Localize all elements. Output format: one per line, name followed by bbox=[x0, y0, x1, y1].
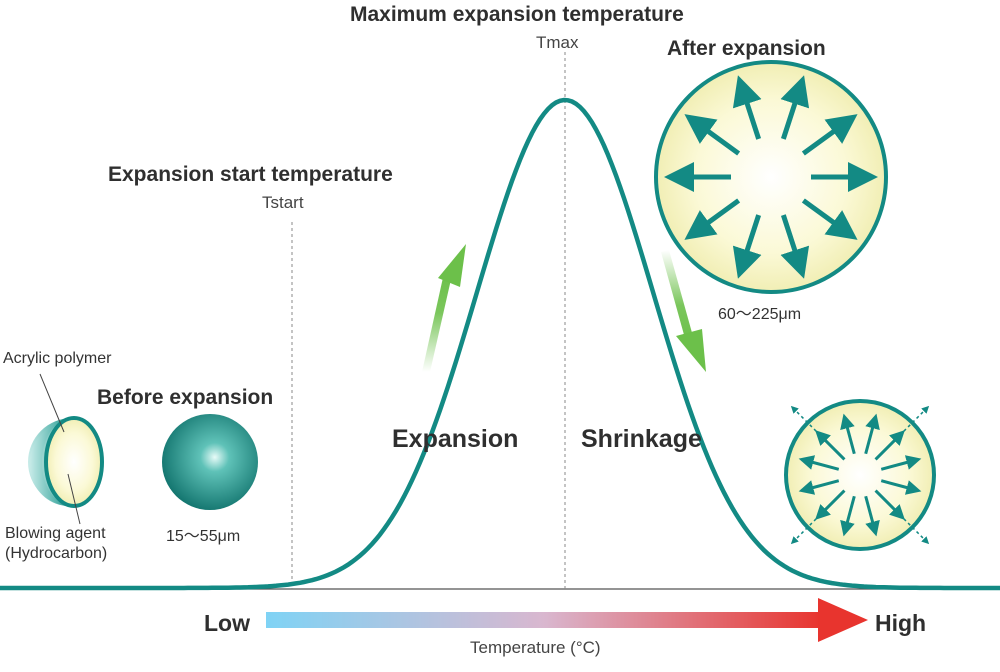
shrink-radial-arrow-icon bbox=[874, 489, 905, 520]
shrink-radial-arrow-icon bbox=[874, 430, 905, 461]
blowing-agent-pointer bbox=[67, 473, 81, 525]
low-label: Low bbox=[204, 610, 250, 636]
shrink-radial-arrow-icon bbox=[880, 455, 922, 471]
after-expansion-title: After expansion bbox=[667, 37, 826, 60]
acrylic-polymer-label: Acrylic polymer bbox=[3, 350, 112, 367]
tstart-label: Tstart bbox=[262, 193, 304, 212]
outward-dashed-arrow-icon bbox=[903, 405, 930, 432]
expansion-radial-arrow-icon bbox=[732, 75, 762, 140]
shrink-radial-arrow-icon bbox=[815, 489, 846, 520]
shrink-radial-arrow-icon bbox=[798, 479, 840, 495]
expansion-label: Expansion bbox=[392, 425, 519, 453]
expansion-radial-arrow-icon bbox=[801, 198, 858, 240]
shrink-radial-arrow-icon bbox=[798, 455, 840, 471]
max-temp-title: Maximum expansion temperature bbox=[350, 3, 684, 26]
unexpanded-sphere-icon bbox=[162, 414, 258, 510]
before-size-label: 15～55μm bbox=[166, 528, 241, 545]
blowing-agent-label: Blowing agent bbox=[5, 525, 106, 542]
expansion-arrow bbox=[422, 244, 466, 372]
shrink-radial-arrow-icon bbox=[815, 430, 846, 461]
expanded-sphere-icon bbox=[654, 60, 888, 294]
expansion-curve bbox=[0, 97, 1000, 591]
shrink-radial-arrow-icon bbox=[864, 495, 880, 537]
hydrocarbon-label: (Hydrocarbon) bbox=[5, 545, 108, 562]
tmax-label: Tmax bbox=[536, 33, 579, 52]
before-expansion-title: Before expansion bbox=[97, 386, 274, 409]
shrink-radial-arrow-icon bbox=[880, 479, 922, 495]
temperature-gradient-arrow bbox=[266, 598, 868, 642]
expansion-radial-arrow-icon bbox=[801, 114, 858, 156]
start-temp-title: Expansion start temperature bbox=[108, 163, 393, 186]
shrink-radial-arrow-icon bbox=[840, 413, 856, 455]
shrinkage-arrow bbox=[661, 250, 706, 372]
shrink-radial-arrow-icon bbox=[840, 495, 856, 537]
expansion-radial-arrow-icon bbox=[780, 214, 810, 279]
shrink-radial-arrow-icon bbox=[864, 413, 880, 455]
shrunk-sphere-icon bbox=[784, 399, 936, 551]
after-size-label: 60～225μm bbox=[718, 306, 802, 323]
cutaway-sphere-icon bbox=[28, 416, 104, 508]
expansion-radial-arrow-icon bbox=[684, 198, 741, 240]
outward-dashed-arrow-icon bbox=[903, 518, 930, 545]
acrylic-polymer-pointer bbox=[39, 373, 65, 433]
expansion-radial-arrow-icon bbox=[780, 75, 810, 140]
expansion-radial-arrow-icon bbox=[684, 114, 741, 156]
shrinkage-label: Shrinkage bbox=[581, 425, 702, 453]
temperature-axis-label: Temperature (°C) bbox=[470, 638, 601, 657]
outward-dashed-arrow-icon bbox=[790, 518, 817, 545]
expansion-radial-arrow-icon bbox=[732, 214, 762, 279]
high-label: High bbox=[875, 610, 927, 636]
outward-dashed-arrow-icon bbox=[790, 405, 817, 432]
